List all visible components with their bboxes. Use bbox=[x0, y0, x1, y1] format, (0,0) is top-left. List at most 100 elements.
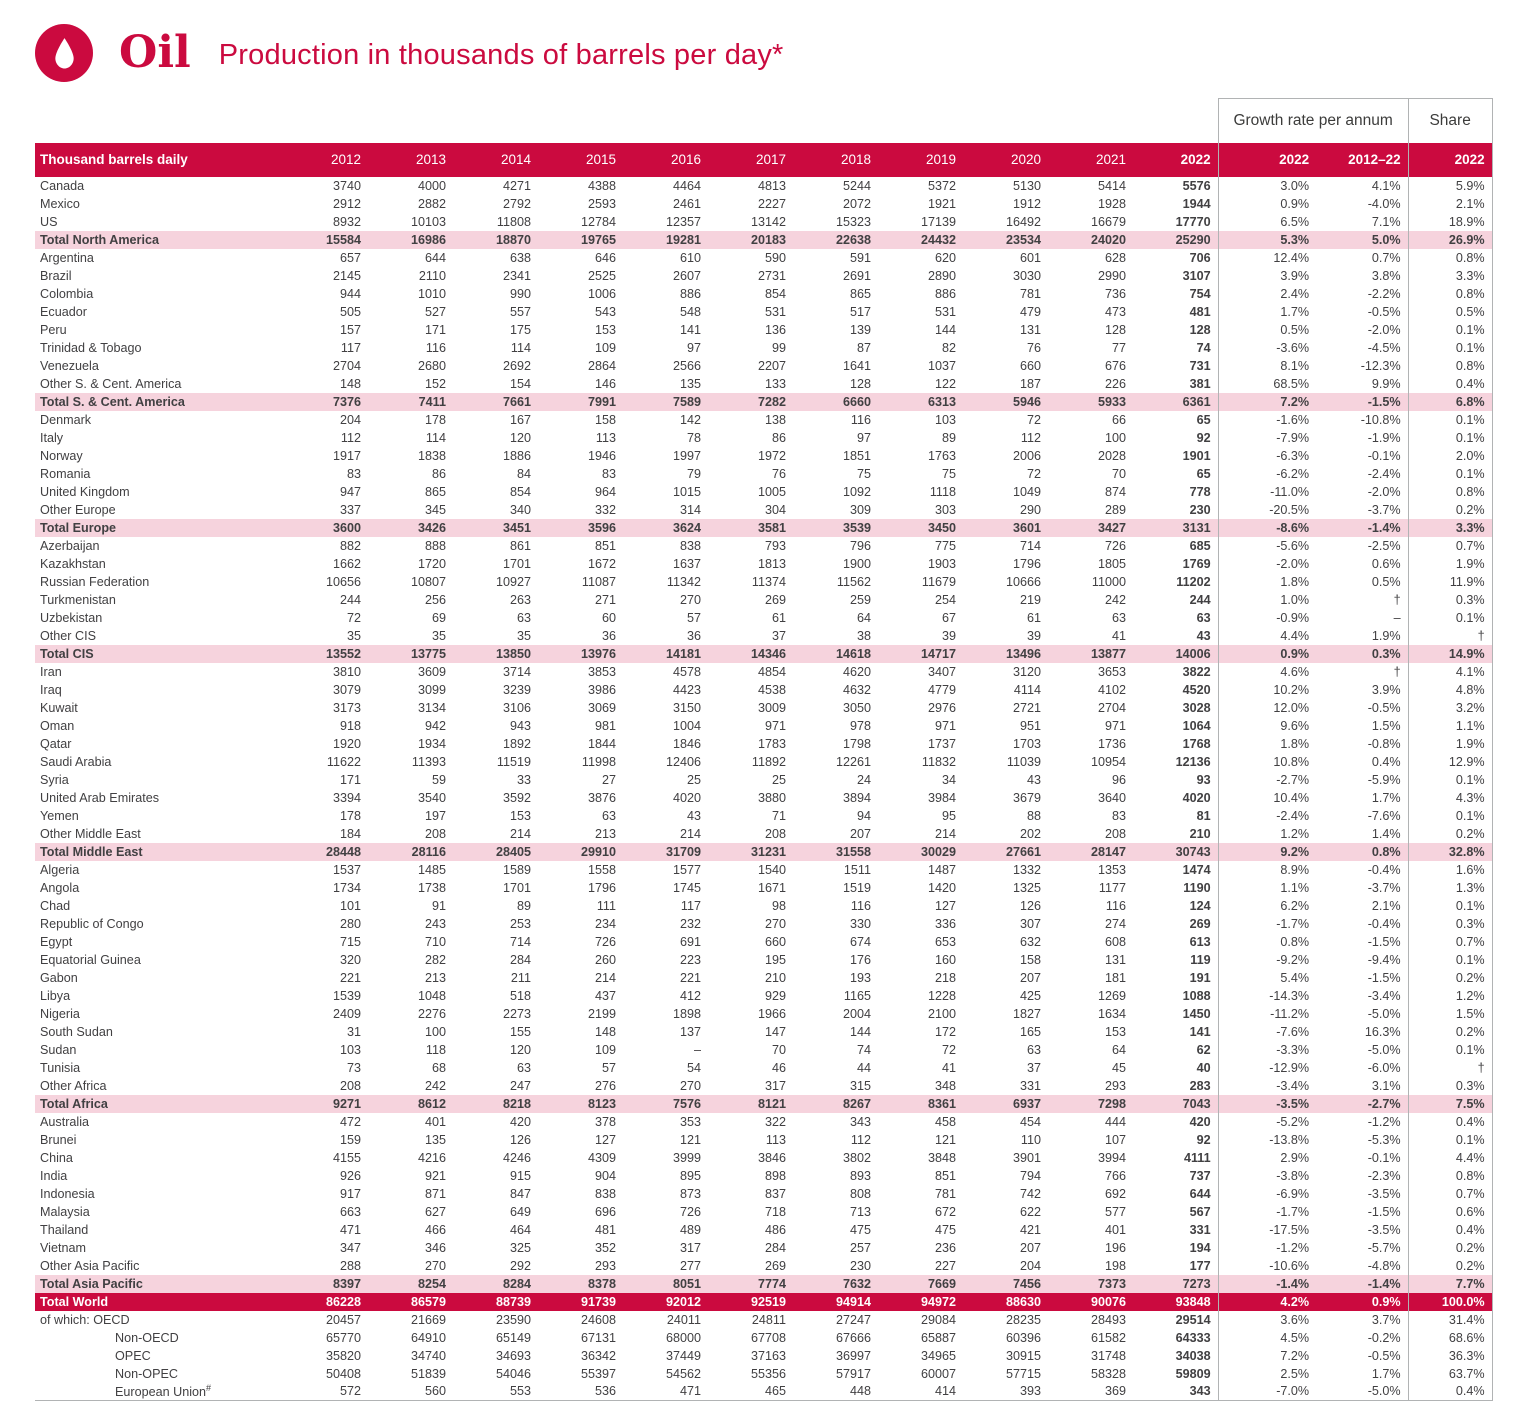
value-2021: 1928 bbox=[1097, 196, 1126, 211]
share-2022-cell: 7.7% bbox=[1407, 1274, 1493, 1293]
value-2019: 8361 bbox=[878, 1094, 963, 1113]
value-2014: 88739 bbox=[453, 1292, 538, 1311]
value-2015: 838 bbox=[594, 1186, 616, 1201]
value-2014: 154 bbox=[509, 376, 531, 391]
value-2017: 76 bbox=[771, 466, 786, 481]
table-row-other-europe: Other Europe 337 345 340 332 314 304 309 303 290 2… bbox=[35, 500, 1493, 519]
table-row-total-africa: Total Africa 9271 8612 8218 8123 7576 8121 8267… bbox=[35, 1094, 1493, 1113]
value-2015: 214 bbox=[594, 970, 616, 985]
share-2022-cell: 0.4% bbox=[1407, 1220, 1493, 1239]
value-2012: 8397 bbox=[283, 1274, 368, 1293]
value-2018: 1519 bbox=[842, 880, 871, 895]
first-col-header: Thousand barrels daily bbox=[35, 142, 283, 177]
value-2015: 543 bbox=[594, 304, 616, 319]
value-2018: 1092 bbox=[842, 484, 871, 499]
value-2012: 65770 bbox=[325, 1330, 361, 1345]
value-2014: 2692 bbox=[502, 358, 531, 373]
value-2020: 3901 bbox=[1012, 1150, 1041, 1165]
growth-2012-22-cell: 0.5% bbox=[1371, 574, 1401, 589]
growth-2012-22-cell: -0.4% bbox=[1367, 862, 1401, 877]
value-2016: 3150 bbox=[672, 700, 701, 715]
value-2015: 1558 bbox=[587, 862, 616, 877]
table-row-total-s-cent-america: Total S. & Cent. America 7376 7411 7661 7991… bbox=[35, 392, 1493, 411]
growth-range-header: 2012–22 bbox=[1316, 142, 1409, 177]
value-2022: 40 bbox=[1196, 1060, 1211, 1075]
value-2012: 3173 bbox=[332, 700, 361, 715]
growth-2012-22-cell: 0.8% bbox=[1316, 842, 1409, 861]
value-2013: 135 bbox=[424, 1132, 446, 1147]
value-2016: 221 bbox=[679, 970, 701, 985]
value-2014: 420 bbox=[509, 1114, 531, 1129]
value-2022: 1064 bbox=[1182, 718, 1211, 733]
row-label: Romania bbox=[40, 466, 91, 481]
value-2020: 3120 bbox=[1012, 664, 1041, 679]
year-header-2020: 2020 bbox=[963, 142, 1048, 177]
row-label: Iraq bbox=[40, 682, 62, 697]
table-row-gabon: Gabon 221 213 211 214 221 210 193 218 207 181 191 5.… bbox=[35, 968, 1493, 987]
value-2019: 218 bbox=[934, 970, 956, 985]
value-2018: 448 bbox=[849, 1384, 871, 1399]
growth-2012-22-cell: -3.5% bbox=[1367, 1222, 1401, 1237]
value-2012: 472 bbox=[339, 1114, 361, 1129]
value-2017: 67708 bbox=[750, 1330, 786, 1345]
value-2014: 2341 bbox=[502, 268, 531, 283]
value-2012: 171 bbox=[339, 772, 361, 787]
row-label: Thailand bbox=[40, 1222, 89, 1237]
value-2020: 202 bbox=[1019, 826, 1041, 841]
growth-2022-cell: 68.5% bbox=[1217, 374, 1317, 393]
share-2022-cell: 0.3% bbox=[1407, 1076, 1493, 1095]
value-2014: 126 bbox=[509, 1132, 531, 1147]
share-2022-cell: 0.3% bbox=[1407, 914, 1493, 933]
value-2022: 7273 bbox=[1133, 1274, 1219, 1293]
value-2021: 10954 bbox=[1090, 754, 1126, 769]
value-2018: 57917 bbox=[835, 1366, 871, 1381]
row-label: Total Middle East bbox=[35, 842, 283, 861]
value-2017: 2227 bbox=[757, 196, 786, 211]
value-2016: 36 bbox=[686, 628, 701, 643]
value-2016: – bbox=[693, 1042, 701, 1057]
value-2022: 3822 bbox=[1182, 664, 1211, 679]
value-2015: 146 bbox=[594, 376, 616, 391]
value-2013: 270 bbox=[424, 1258, 446, 1273]
value-2019: 336 bbox=[934, 916, 956, 931]
value-2013: 1738 bbox=[417, 880, 446, 895]
value-2012: 178 bbox=[339, 808, 361, 823]
upper-header-row: Growth rate per annum Share bbox=[35, 98, 1493, 143]
growth-2012-22-cell: -1.5% bbox=[1316, 392, 1409, 411]
value-2016: 78 bbox=[686, 430, 701, 445]
table-row-equatorial-guinea: Equatorial Guinea 320 282 284 260 223 195 176 16… bbox=[35, 950, 1493, 969]
value-2018: 2004 bbox=[842, 1006, 871, 1021]
value-2012: 947 bbox=[339, 484, 361, 499]
value-2013: 1485 bbox=[417, 862, 446, 877]
value-2017: 13142 bbox=[750, 214, 786, 229]
value-2018: 674 bbox=[849, 934, 871, 949]
value-2014: 84 bbox=[516, 466, 531, 481]
value-2019: 11679 bbox=[921, 574, 956, 589]
value-2018: 475 bbox=[849, 1222, 871, 1237]
value-2020: 1325 bbox=[1012, 880, 1041, 895]
value-2020: 1796 bbox=[1012, 556, 1041, 571]
value-2017: 25 bbox=[771, 772, 786, 787]
value-2013: 69 bbox=[431, 610, 446, 625]
value-2014: 175 bbox=[509, 322, 531, 337]
value-2022: 25290 bbox=[1133, 230, 1219, 249]
table-row-yemen: Yemen 178 197 153 63 43 71 94 95 88 83 81 -2.4% -7.6%… bbox=[35, 806, 1493, 825]
growth-2022-cell: 7.2% bbox=[1217, 392, 1317, 411]
growth-2022-cell: 3.6% bbox=[1217, 1310, 1317, 1329]
value-2017: 718 bbox=[764, 1204, 786, 1219]
value-2013: 7411 bbox=[368, 392, 453, 411]
value-2013: 1934 bbox=[417, 736, 446, 751]
table-row-total-cis: Total CIS 13552 13775 13850 13976 14181 14346 1… bbox=[35, 644, 1493, 663]
value-2013: 1010 bbox=[417, 286, 446, 301]
row-label: Egypt bbox=[40, 934, 73, 949]
value-2015: 3853 bbox=[587, 664, 616, 679]
value-2017: 837 bbox=[764, 1186, 786, 1201]
value-2017: 8121 bbox=[708, 1094, 793, 1113]
value-2022: 731 bbox=[1189, 358, 1211, 373]
value-2021: 70 bbox=[1111, 466, 1126, 481]
value-2019: 127 bbox=[934, 898, 956, 913]
value-2015: 2864 bbox=[587, 358, 616, 373]
value-2021: 1634 bbox=[1097, 1006, 1126, 1021]
value-2013: 208 bbox=[424, 826, 446, 841]
value-2016: 548 bbox=[679, 304, 701, 319]
